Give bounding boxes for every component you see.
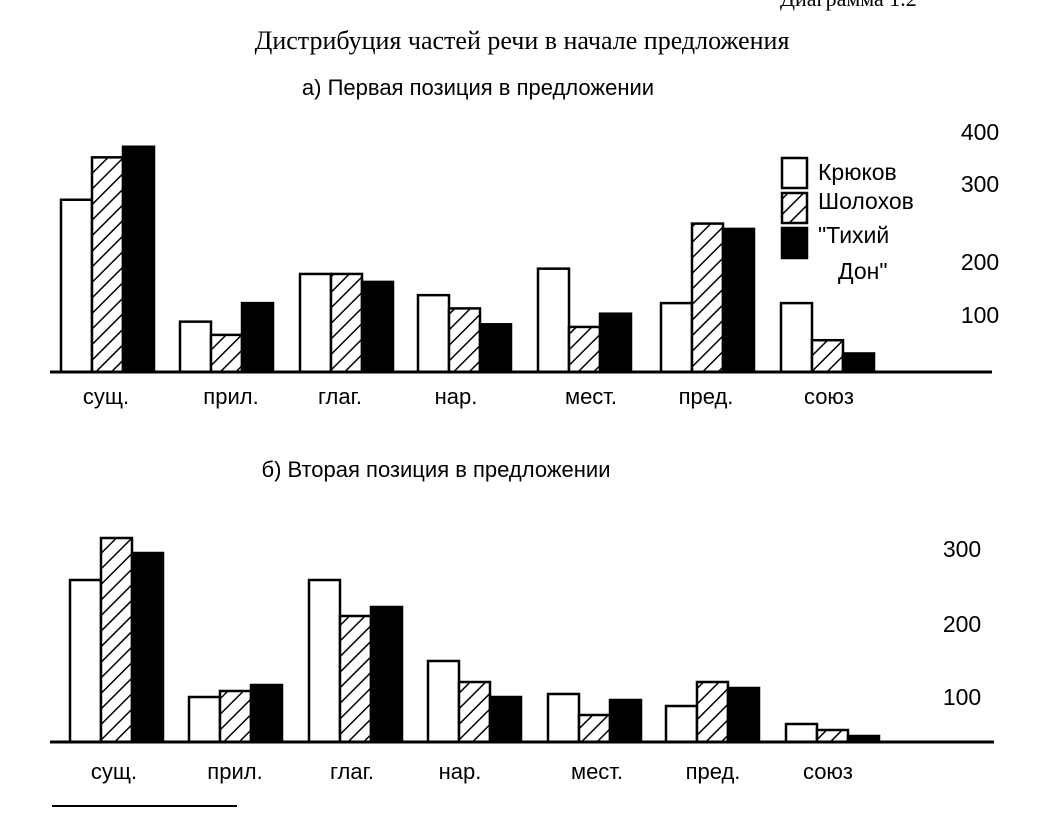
panel-a-title: а) Первая позиция в предложении <box>302 75 654 100</box>
bar-sholokhov-4 <box>447 307 482 374</box>
category-label: сущ. <box>91 759 137 784</box>
legend-label-krukov: Крюков <box>818 159 897 185</box>
bar-tikhiy-don-3 <box>369 605 404 744</box>
bar-sholokhov-5 <box>567 325 602 374</box>
legend: Крюков Шолохов "Тихий Дон" <box>780 156 914 284</box>
bar-krukov-3 <box>307 578 342 744</box>
y-tick-label: 300 <box>943 536 981 562</box>
bar-krukov-2 <box>187 695 222 744</box>
bar-sholokhov-2 <box>218 689 253 744</box>
bar-sholokhov-3 <box>329 272 364 374</box>
bar-sholokhov-1 <box>90 156 125 374</box>
bar-krukov-4 <box>426 659 461 744</box>
bar-sholokhov-3 <box>338 614 373 744</box>
panel-b-title: б) Вторая позиция в предложении <box>261 457 610 482</box>
bar-sholokhov-2 <box>209 333 244 374</box>
bar-tikhiy-don-6 <box>726 686 761 744</box>
bar-sholokhov-6 <box>690 222 725 374</box>
category-label: глаг. <box>318 384 362 409</box>
bar-tikhiy-don-5 <box>608 698 643 744</box>
bar-tikhiy-don-6 <box>721 227 756 374</box>
bar-krukov-7 <box>779 301 814 374</box>
category-label: прил. <box>203 384 258 409</box>
category-label: союз <box>803 759 853 784</box>
bar-sholokhov-6 <box>695 680 730 744</box>
bar-sholokhov-5 <box>577 713 612 744</box>
figure-title: Дистрибуция частей речи в начале предлож… <box>255 26 790 55</box>
figure-corner-label: Диаграмма 1.2 <box>780 0 917 11</box>
bar-krukov-7 <box>784 722 819 744</box>
bar-sholokhov-4 <box>457 680 492 744</box>
legend-label-sholokhov: Шолохов <box>818 188 914 214</box>
bar-krukov-1 <box>59 198 94 374</box>
bar-krukov-3 <box>298 272 333 374</box>
bar-tikhiy-don-4 <box>478 323 513 374</box>
bar-krukov-5 <box>536 267 571 374</box>
bar-tikhiy-don-2 <box>249 683 284 744</box>
category-label: нар. <box>439 759 482 784</box>
category-label: союз <box>804 384 854 409</box>
y-tick-label: 200 <box>961 249 999 275</box>
category-label: мест. <box>565 384 617 409</box>
bar-tikhiy-don-5 <box>598 312 633 374</box>
bar-krukov-6 <box>664 704 699 744</box>
bar-tikhiy-don-1 <box>121 145 156 374</box>
legend-swatch-tikhiy-don <box>780 226 809 260</box>
category-label: пред. <box>686 759 741 784</box>
category-label: мест. <box>571 759 623 784</box>
legend-swatch-krukov <box>780 156 809 190</box>
bar-tikhiy-don-7 <box>841 352 876 374</box>
bar-sholokhov-7 <box>815 728 850 744</box>
bar-tikhiy-don-2 <box>240 301 275 374</box>
panel-b: сущ. прил. глаг. нар. мест. пред. союз 100 200 30… <box>50 536 994 784</box>
category-label: глаг. <box>330 759 374 784</box>
y-tick-label: 100 <box>961 302 999 328</box>
category-label: сущ. <box>83 384 129 409</box>
bar-sholokhov-1 <box>99 536 134 744</box>
bar-krukov-1 <box>68 578 103 744</box>
bar-krukov-2 <box>178 320 213 374</box>
y-tick-label: 300 <box>961 171 999 197</box>
legend-label-tikhiy: "Тихий <box>818 222 889 248</box>
y-tick-label: 100 <box>943 684 981 710</box>
category-label: пред. <box>679 384 734 409</box>
y-tick-label: 200 <box>943 611 981 637</box>
legend-label-don: Дон" <box>838 258 888 284</box>
bar-tikhiy-don-1 <box>130 551 165 744</box>
panel-a: сущ. прил. глаг. нар. мест. пред. союз 100 200 30… <box>50 119 999 409</box>
bar-krukov-6 <box>659 301 694 374</box>
bar-tikhiy-don-4 <box>488 695 523 744</box>
legend-swatch-sholokhov <box>780 191 809 225</box>
y-tick-label: 400 <box>961 119 999 145</box>
category-label: нар. <box>435 384 478 409</box>
category-label: прил. <box>207 759 262 784</box>
bar-sholokhov-7 <box>810 338 845 374</box>
bar-tikhiy-don-3 <box>360 280 395 374</box>
bar-krukov-4 <box>416 293 451 374</box>
bar-krukov-5 <box>546 692 581 744</box>
